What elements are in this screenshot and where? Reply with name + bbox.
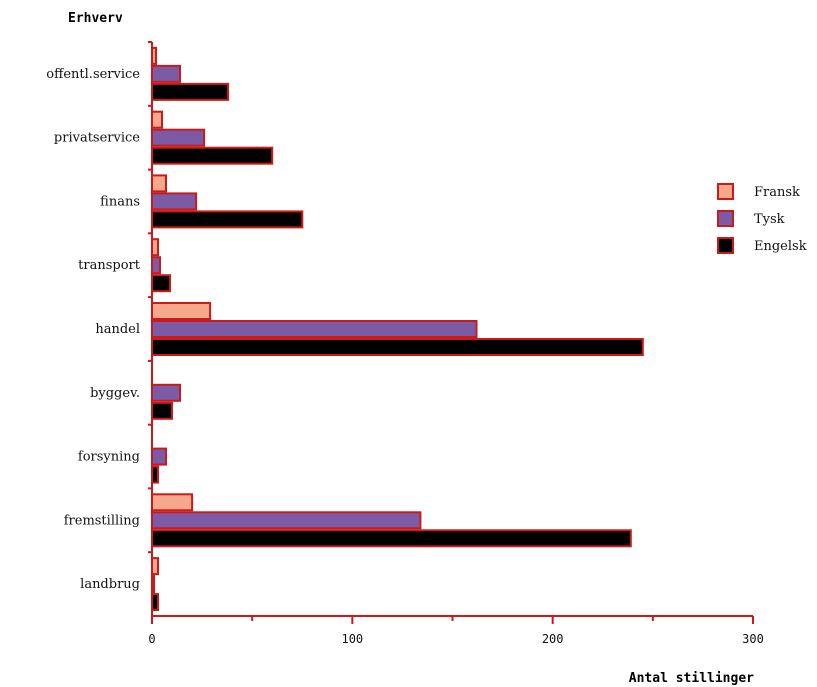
bar-finans-engelsk <box>151 210 304 229</box>
category-label: landbrug <box>80 577 140 592</box>
bars-group <box>151 46 644 612</box>
bar-finans-fransk <box>151 174 167 193</box>
bar-handel-tysk <box>151 320 478 338</box>
x-tick-label: 0 <box>148 632 155 646</box>
category-label: forsyning <box>78 450 140 465</box>
bar-privatservice-engelsk <box>151 146 274 165</box>
x-tick-label: 200 <box>542 632 564 646</box>
category-label: privatservice <box>54 131 140 146</box>
category-label: byggev. <box>90 386 140 401</box>
bar-fremstilling-engelsk <box>151 529 632 548</box>
category-label: handel <box>95 322 140 337</box>
bar-forsyning-tysk <box>151 447 167 466</box>
x-tick-label: 100 <box>341 632 363 646</box>
x-axis-title: Antal stillinger <box>629 671 754 686</box>
bar-privatservice-tysk <box>151 128 206 147</box>
bar-byggev--tysk <box>151 383 181 402</box>
bar-finans-tysk <box>151 192 198 211</box>
bar-handel-fransk <box>151 302 212 320</box>
legend-swatch-engelsk <box>717 237 734 254</box>
category-label: transport <box>78 258 141 273</box>
legend-swatch-tysk <box>717 210 734 227</box>
category-label: offentl.service <box>46 67 140 82</box>
bar-transport-engelsk <box>151 274 171 293</box>
bar-fremstilling-fransk <box>151 493 194 512</box>
category-label: fremstilling <box>64 513 140 528</box>
legend-swatch-fransk <box>717 183 734 200</box>
bar-privatservice-fransk <box>151 110 163 129</box>
legend: Fransk Tysk Engelsk <box>717 183 807 254</box>
y-axis-title: Erhverv <box>68 11 123 26</box>
bar-byggev--engelsk <box>151 401 173 420</box>
bar-offentl-service-tysk <box>151 64 181 83</box>
legend-label-engelsk: Engelsk <box>754 239 807 254</box>
bar-transport-tysk <box>151 256 161 275</box>
legend-label-tysk: Tysk <box>754 212 785 227</box>
bar-handel-engelsk <box>151 338 644 356</box>
axes-group: landbrug fremstilling forsyning byggev. hand… <box>46 41 764 646</box>
legend-label-fransk: Fransk <box>754 185 800 200</box>
category-label: finans <box>100 194 140 209</box>
bar-offentl-service-engelsk <box>151 82 230 101</box>
x-tick-label: 300 <box>742 632 764 646</box>
bar-fremstilling-tysk <box>151 511 422 530</box>
